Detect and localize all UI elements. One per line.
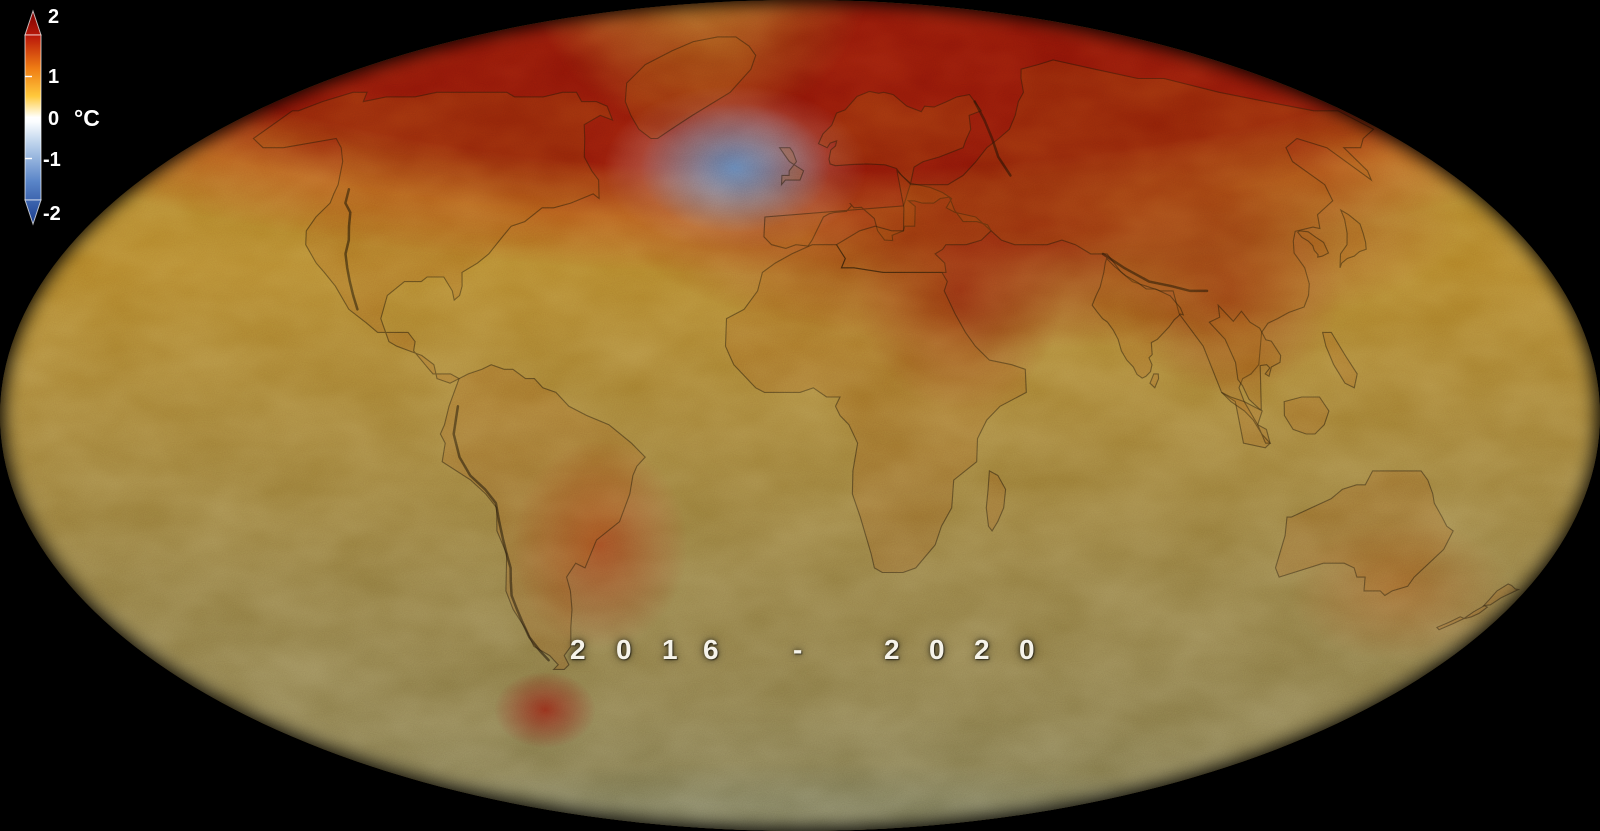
svg-text:1: 1: [48, 66, 59, 88]
svg-text:-1: -1: [43, 149, 61, 171]
svg-text:-2: -2: [43, 203, 61, 225]
svg-text:°C: °C: [74, 105, 100, 131]
svg-text:2: 2: [48, 8, 59, 28]
svg-text:0: 0: [48, 108, 59, 130]
